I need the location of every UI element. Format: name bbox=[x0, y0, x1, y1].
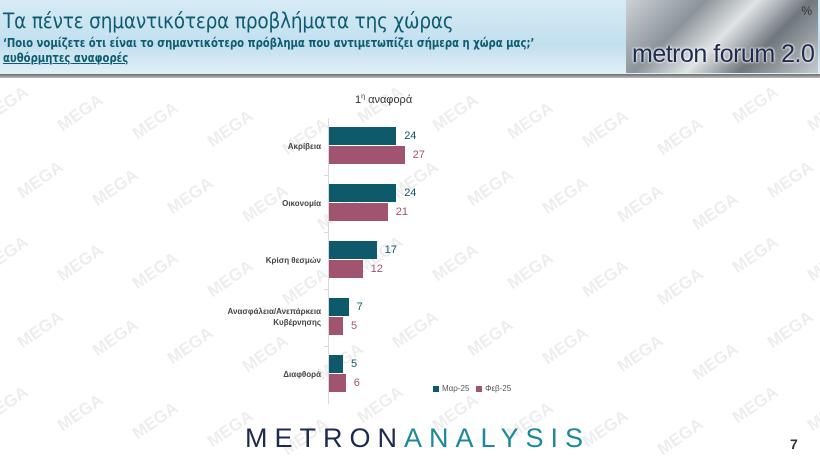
metron-forum-logo: % metron forum 2.0 bbox=[626, 0, 818, 73]
watermark: MEGA bbox=[653, 114, 707, 159]
watermark: MEGA bbox=[538, 173, 592, 218]
watermark: MEGA bbox=[278, 114, 332, 159]
category-label: Διαφθορά bbox=[283, 370, 321, 379]
data-label: 27 bbox=[412, 149, 425, 161]
watermark: MEGA bbox=[53, 390, 107, 435]
data-label: 5 bbox=[351, 358, 358, 370]
watermark: MEGA bbox=[163, 173, 217, 218]
watermark: MEGA bbox=[128, 98, 182, 143]
legend-swatch-feb bbox=[476, 385, 483, 392]
bar-mar bbox=[329, 127, 397, 145]
logo-text: metron forum 2.0 bbox=[632, 40, 815, 68]
watermark: MEGA bbox=[613, 331, 667, 376]
axis-tick bbox=[324, 232, 329, 233]
watermark: MEGA bbox=[613, 181, 667, 226]
bar-feb bbox=[329, 317, 343, 335]
chart-title: 1η αναφορά bbox=[355, 93, 412, 106]
data-label: 6 bbox=[353, 377, 360, 389]
bar-feb bbox=[329, 146, 405, 164]
bar-mar bbox=[329, 241, 377, 259]
watermark: MEGA bbox=[728, 82, 782, 127]
watermark: MEGA bbox=[53, 90, 107, 135]
survey-question: ‘Ποιο νομίζετε ότι είναι το σημαντικότερ… bbox=[3, 36, 535, 50]
watermark: MEGA bbox=[503, 98, 557, 143]
bar-feb bbox=[329, 374, 346, 392]
data-label: 24 bbox=[404, 130, 417, 142]
brand-metron: METRON bbox=[245, 423, 404, 453]
watermark: MEGA bbox=[688, 339, 742, 384]
watermark: MEGA bbox=[0, 232, 32, 277]
chart-legend: Μαρ-25 Φεβ-25 bbox=[433, 384, 511, 393]
data-label: 21 bbox=[395, 206, 409, 218]
watermark: MEGA bbox=[803, 390, 820, 435]
watermark: MEGA bbox=[763, 307, 817, 352]
watermark: MEGA bbox=[653, 264, 707, 309]
watermark: MEGA bbox=[728, 382, 782, 427]
watermark: MEGA bbox=[538, 323, 592, 368]
watermark: MEGA bbox=[128, 398, 182, 443]
page-number: 7 bbox=[790, 436, 798, 452]
watermark: MEGA bbox=[578, 256, 632, 301]
watermark: MEGA bbox=[0, 82, 32, 127]
watermark: MEGA bbox=[13, 157, 67, 202]
category-label: Κρίση θεσμών bbox=[265, 256, 321, 265]
data-label: 12 bbox=[370, 263, 383, 275]
axis-tick bbox=[324, 175, 329, 176]
watermark: MEGA bbox=[803, 240, 820, 285]
header-divider bbox=[0, 74, 820, 78]
watermark: MEGA bbox=[278, 264, 332, 309]
bar-mar bbox=[329, 355, 343, 373]
category-label: Ακρίβεια bbox=[287, 142, 321, 151]
watermark: MEGA bbox=[163, 323, 217, 368]
watermark: MEGA bbox=[803, 90, 820, 135]
chart-title-text: 1η αναφορά bbox=[355, 93, 413, 106]
legend-label-feb: Φεβ-25 bbox=[485, 384, 512, 393]
watermark: MEGA bbox=[53, 240, 107, 285]
watermark: MEGA bbox=[763, 157, 817, 202]
watermark: MEGA bbox=[428, 240, 482, 285]
page-title: Τα πέντε σημαντικότερα προβλήματα της χώ… bbox=[3, 9, 454, 33]
bar-feb bbox=[329, 203, 388, 221]
legend-label-mar: Μαρ-25 bbox=[442, 384, 470, 393]
watermark: MEGA bbox=[463, 315, 517, 360]
category-label: Ανασφάλεια/Ανεπάρκεια Κυβέρνησης bbox=[227, 307, 321, 327]
watermark: MEGA bbox=[353, 382, 407, 427]
category-axis bbox=[328, 118, 329, 404]
legend-swatch-mar bbox=[433, 385, 439, 392]
axis-tick bbox=[324, 346, 329, 347]
bar-mar bbox=[329, 298, 349, 316]
metron-analysis-logo: METRONANALYSIS bbox=[245, 423, 590, 454]
watermark: MEGA bbox=[653, 414, 707, 459]
watermark: MEGA bbox=[503, 248, 557, 293]
data-label: 17 bbox=[384, 244, 397, 256]
watermark: MEGA bbox=[688, 189, 742, 234]
data-label: 7 bbox=[356, 301, 363, 313]
data-label: 24 bbox=[404, 187, 417, 199]
watermark: MEGA bbox=[388, 307, 442, 352]
watermark: MEGA bbox=[0, 382, 32, 427]
watermark: MEGA bbox=[13, 307, 67, 352]
bar-feb bbox=[329, 260, 363, 278]
logo-percent: % bbox=[801, 4, 812, 18]
axis-tick bbox=[324, 289, 329, 290]
watermark: MEGA bbox=[728, 232, 782, 277]
watermark: MEGA bbox=[463, 165, 517, 210]
category-label: Οικονομία bbox=[282, 199, 321, 208]
bar-mar bbox=[329, 184, 397, 202]
watermark: MEGA bbox=[578, 106, 632, 151]
data-label: 5 bbox=[351, 320, 358, 332]
brand-analysis: ANALYSIS bbox=[404, 423, 591, 453]
watermark: MEGA bbox=[428, 90, 482, 135]
response-note: αυθόρμητες αναφορές bbox=[3, 51, 129, 65]
